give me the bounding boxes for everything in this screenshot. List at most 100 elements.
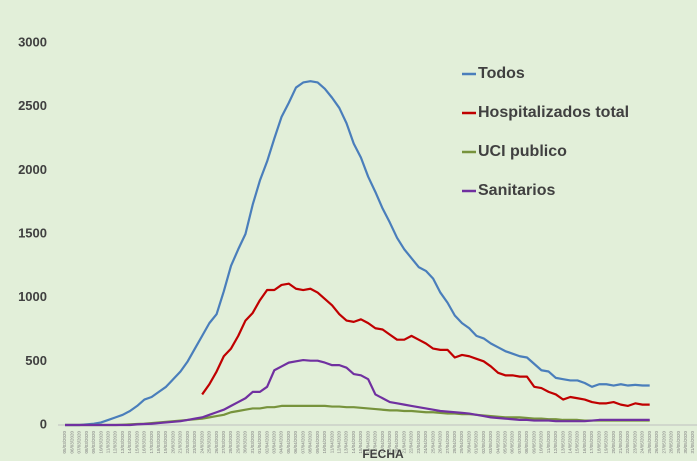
x-tick-label: 17/04/2020 [373,431,378,454]
y-tick-label: 0 [40,416,47,431]
x-tick-label: 14/04/2020 [351,431,356,454]
x-tick-label: 22/04/2020 [409,431,414,454]
series-line [65,80,650,427]
x-tick-label: 01/04/2020 [257,431,262,454]
x-tick-label: 12/04/2020 [336,431,341,454]
series-line [201,282,650,407]
y-tick-label: 3000 [18,34,47,49]
x-tick-label: 05/05/2020 [503,431,508,454]
x-tick-label: 21/03/2020 [178,431,183,454]
x-tick-label: 08/05/2020 [524,431,529,454]
legend-label: UCI publico [478,143,567,160]
x-tick-label: 19/04/2020 [387,431,392,454]
x-tick-label: 16/05/2020 [582,431,587,454]
x-tick-label: 04/05/2020 [495,431,500,454]
x-tick-label: 07/04/2020 [300,431,305,454]
x-tick-label: 31/03/2020 [250,431,255,454]
x-tick-label: 03/04/2020 [272,431,277,454]
x-tick-label: 17/05/2020 [589,431,594,454]
x-tick-label: 05/03/2020 [62,431,67,454]
legend-label: Sanitarios [478,182,555,199]
x-tick-label: 11/05/2020 [546,431,551,454]
x-tick-label: 15/04/2020 [358,431,363,454]
x-tick-label: 02/04/2020 [264,431,269,454]
x-tick-label: 05/04/2020 [286,431,291,454]
x-tick-label: 11/03/2020 [105,431,110,454]
x-tick-label: 13/05/2020 [560,431,565,454]
x-tick-label: 25/04/2020 [430,431,435,454]
y-tick-label: 2000 [18,162,47,177]
legend-label: Hospitalizados total [478,104,629,121]
x-tick-label: 26/03/2020 [214,431,219,454]
x-tick-label: 28/04/2020 [452,431,457,454]
x-tick-label: 10/04/2020 [322,431,327,454]
x-tick-label: 29/04/2020 [459,431,464,454]
x-tick-label: 29/03/2020 [235,431,240,454]
x-tick-label: 12/03/2020 [113,431,118,454]
x-tick-label: 09/03/2020 [91,431,96,454]
x-tick-label: 09/05/2020 [531,431,536,454]
x-tick-label: 10/03/2020 [98,431,103,454]
x-tick-label: 16/03/2020 [142,431,147,454]
x-tick-label: 27/05/2020 [661,431,666,454]
x-tick-label: 20/03/2020 [170,431,175,454]
x-tick-label: 19/05/2020 [604,431,609,454]
x-tick-label: 21/05/2020 [618,431,623,454]
x-tick-label: 18/05/2020 [596,431,601,454]
x-tick-label: 30/04/2020 [466,431,471,454]
x-tick-label: 30/05/2020 [683,431,688,454]
x-tick-label: 22/05/2020 [625,431,630,454]
x-tick-label: 15/03/2020 [134,431,139,454]
x-tick-label: 27/04/2020 [445,431,450,454]
x-tick-label: 24/05/2020 [640,431,645,454]
x-tick-label: 25/05/2020 [647,431,652,454]
legend-label: Todos [478,65,525,82]
x-tick-label: 24/03/2020 [199,431,204,454]
x-tick-label: 07/03/2020 [77,431,82,454]
x-tick-label: 29/05/2020 [676,431,681,454]
x-tick-label: 04/04/2020 [279,431,284,454]
x-tick-label: 02/05/2020 [481,431,486,454]
x-tick-label: 03/05/2020 [488,431,493,454]
series-line [65,358,650,427]
x-tick-label: 12/05/2020 [553,431,558,454]
x-tick-label: 06/03/2020 [69,431,74,454]
x-tick-label: 06/04/2020 [293,431,298,454]
x-tick-label: 22/03/2020 [185,431,190,454]
x-tick-label: 26/05/2020 [654,431,659,454]
x-tick-label: 23/05/2020 [632,431,637,454]
x-tick-label: 28/03/2020 [228,431,233,454]
x-tick-label: 25/03/2020 [207,431,212,454]
x-tick-label: 20/04/2020 [394,431,399,454]
x-tick-label: 07/05/2020 [517,431,522,454]
x-tick-label: 19/03/2020 [163,431,168,454]
x-tick-label: 20/05/2020 [611,431,616,454]
x-tick-label: 06/05/2020 [510,431,515,454]
x-axis-title: FECHA [362,447,404,461]
x-tick-label: 27/03/2020 [221,431,226,454]
x-tick-label: 11/04/2020 [329,431,334,454]
x-tick-label: 14/05/2020 [567,431,572,454]
x-tick-label: 30/03/2020 [243,431,248,454]
x-tick-label: 18/03/2020 [156,431,161,454]
x-tick-label: 01/05/2020 [474,431,479,454]
x-tick-label: 26/04/2020 [438,431,443,454]
x-tick-label: 31/05/2020 [690,431,695,454]
x-tick-label: 09/04/2020 [315,431,320,454]
x-tick-label: 28/05/2020 [669,431,674,454]
x-tick-label: 21/04/2020 [401,431,406,454]
x-tick-label: 17/03/2020 [149,431,154,454]
x-tick-label: 08/03/2020 [84,431,89,454]
y-tick-label: 1000 [18,289,47,304]
x-tick-label: 08/04/2020 [308,431,313,454]
x-tick-label: 18/04/2020 [380,431,385,454]
x-tick-label: 13/03/2020 [120,431,125,454]
x-tick-label: 16/04/2020 [365,431,370,454]
y-tick-label: 2500 [18,98,47,113]
x-tick-label: 23/03/2020 [192,431,197,454]
x-tick-label: 24/04/2020 [423,431,428,454]
x-tick-label: 13/04/2020 [344,431,349,454]
x-tick-label: 23/04/2020 [416,431,421,454]
